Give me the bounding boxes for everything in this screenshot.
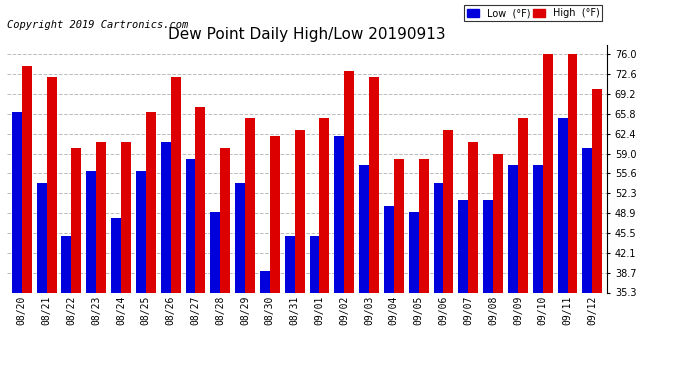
Bar xyxy=(567,54,578,292)
Bar xyxy=(469,142,478,292)
Bar xyxy=(310,236,319,292)
Bar xyxy=(111,218,121,292)
Bar xyxy=(146,112,156,292)
Bar xyxy=(582,148,592,292)
Bar xyxy=(433,183,444,292)
Bar xyxy=(37,183,47,292)
Bar xyxy=(493,153,503,292)
Bar xyxy=(71,148,81,292)
Bar xyxy=(458,200,469,292)
Legend: Low  (°F), High  (°F): Low (°F), High (°F) xyxy=(464,5,602,21)
Bar xyxy=(96,142,106,292)
Bar xyxy=(558,118,567,292)
Bar xyxy=(444,130,453,292)
Bar xyxy=(543,54,553,292)
Bar xyxy=(394,159,404,292)
Bar xyxy=(369,77,379,292)
Bar xyxy=(335,136,344,292)
Bar xyxy=(245,118,255,292)
Bar xyxy=(359,165,369,292)
Bar xyxy=(344,71,354,292)
Bar xyxy=(186,159,195,292)
Bar xyxy=(483,200,493,292)
Title: Dew Point Daily High/Low 20190913: Dew Point Daily High/Low 20190913 xyxy=(168,27,446,42)
Bar xyxy=(22,66,32,292)
Bar xyxy=(270,136,279,292)
Bar xyxy=(319,118,329,292)
Bar xyxy=(121,142,131,292)
Bar xyxy=(210,212,220,292)
Bar xyxy=(195,106,206,292)
Text: Copyright 2019 Cartronics.com: Copyright 2019 Cartronics.com xyxy=(7,20,188,30)
Bar xyxy=(161,142,170,292)
Bar xyxy=(47,77,57,292)
Bar xyxy=(295,130,304,292)
Bar xyxy=(408,212,419,292)
Bar xyxy=(384,206,394,292)
Bar xyxy=(518,118,528,292)
Bar xyxy=(285,236,295,292)
Bar xyxy=(592,89,602,292)
Bar xyxy=(12,112,22,292)
Bar xyxy=(220,148,230,292)
Bar xyxy=(508,165,518,292)
Bar xyxy=(419,159,428,292)
Bar xyxy=(136,171,146,292)
Bar xyxy=(61,236,71,292)
Bar xyxy=(235,183,245,292)
Bar xyxy=(86,171,96,292)
Bar xyxy=(260,271,270,292)
Bar xyxy=(533,165,543,292)
Bar xyxy=(170,77,181,292)
